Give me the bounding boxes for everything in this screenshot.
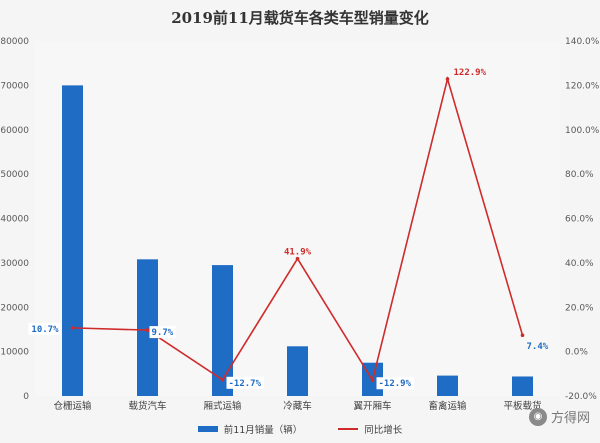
legend-bar-swatch	[197, 426, 218, 432]
line-data-label: 9.7%	[152, 328, 174, 338]
line-data-label: -12.9%	[379, 379, 412, 389]
left-tick-label: 10000	[0, 348, 29, 358]
bar-series	[62, 85, 533, 396]
bar-畜禽运输	[437, 375, 458, 396]
left-tick-label: 0	[23, 392, 29, 402]
bar-平板载货	[512, 376, 533, 396]
line-data-label: -12.7%	[229, 379, 262, 389]
chart-title: 2019前11月载货车各类车型销量变化	[171, 9, 429, 27]
growth-point	[220, 378, 225, 382]
right-tick-label: 120.0%	[565, 81, 600, 91]
bar-冷藏车	[287, 346, 308, 396]
left-tick-label: 80000	[0, 37, 29, 47]
right-tick-label: 0.0%	[565, 348, 588, 358]
plot-area	[35, 41, 560, 396]
right-axis-ticks: -20.0% 0.0% 20.0% 40.0% 60.0% 80.0% 100.0% 120.…	[565, 37, 600, 402]
line-data-label: 10.7%	[31, 325, 59, 335]
legend-item-growth: 同比增长	[338, 422, 402, 436]
line-data-label: 41.9%	[284, 248, 312, 258]
line-data-labels: 10.7% 9.7% -12.7% 41.9% -12.9% 122.9% 7.4%	[28, 68, 549, 390]
right-tick-label: 20.0%	[565, 303, 594, 313]
right-tick-label: 40.0%	[565, 259, 594, 269]
legend: 前11月销量（辆） 同比增长	[0, 422, 600, 436]
data-label-bg	[376, 377, 415, 390]
left-tick-label: 60000	[0, 126, 29, 136]
data-label-bg	[28, 322, 61, 335]
data-label-bg	[149, 326, 176, 339]
line-data-label: 122.9%	[454, 68, 487, 78]
right-tick-label: 80.0%	[565, 170, 594, 180]
right-tick-label: 60.0%	[565, 215, 594, 225]
category-labels: 仓栅运输 载货汽车 厢式运输 冷藏车 翼开厢车 畜禽运输 平板载货	[53, 400, 541, 412]
category-label: 畜禽运输	[428, 400, 467, 412]
category-label: 翼开厢车	[353, 400, 391, 412]
growth-point	[520, 333, 525, 338]
left-tick-label: 30000	[0, 259, 29, 269]
growth-point	[370, 378, 375, 383]
left-tick-label: 20000	[0, 303, 29, 313]
right-tick-label: -20.0%	[565, 392, 597, 402]
bar-载货汽车	[137, 259, 158, 396]
watermark-text: 方得网	[550, 411, 590, 426]
growth-point	[145, 328, 150, 332]
category-label: 仓栅运输	[53, 400, 92, 412]
right-tick-label: 140.0%	[565, 37, 600, 47]
bar-仓栅运输	[62, 85, 83, 396]
growth-point	[295, 256, 300, 261]
watermark: ◉ 方得网	[528, 407, 590, 426]
legend-line-swatch	[338, 428, 359, 430]
line-data-label: 7.4%	[527, 342, 549, 352]
right-tick-label: 100.0%	[565, 126, 600, 136]
growth-point	[445, 77, 450, 81]
legend-item-sales: 前11月销量（辆）	[197, 422, 303, 436]
category-label: 厢式运输	[203, 400, 242, 412]
category-label: 载货汽车	[128, 400, 166, 412]
left-tick-label: 40000	[0, 215, 29, 225]
wechat-icon: ◉	[528, 407, 547, 426]
legend-bar-label: 前11月销量（辆）	[223, 425, 303, 436]
growth-point	[70, 326, 75, 330]
legend-line-label: 同比增长	[364, 425, 403, 436]
left-tick-label: 70000	[0, 81, 29, 91]
category-label: 冷藏车	[283, 400, 312, 412]
data-label-bg	[226, 376, 265, 389]
left-tick-label: 50000	[0, 170, 29, 180]
bar-厢式运输	[212, 265, 233, 396]
left-axis-ticks: 0 10000 20000 30000 40000 50000 60000 70000 8000…	[0, 37, 29, 402]
line-series	[70, 75, 525, 383]
